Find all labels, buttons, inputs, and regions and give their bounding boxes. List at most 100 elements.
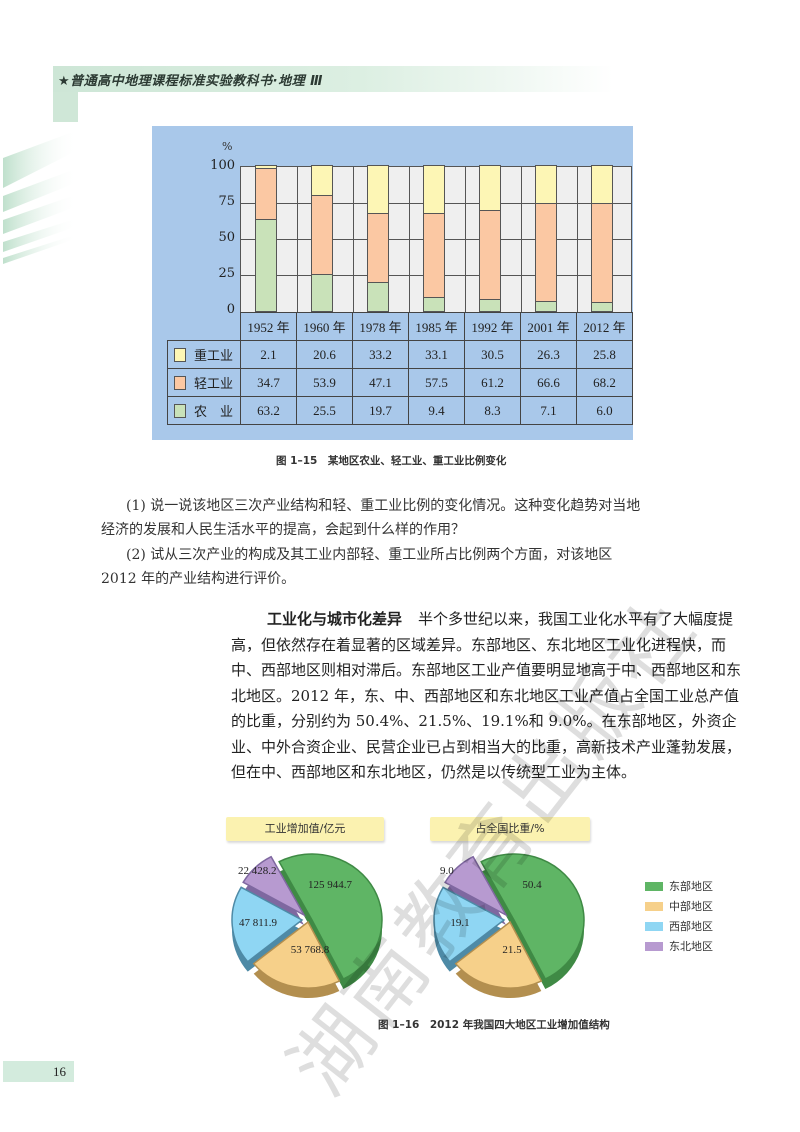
pie-slice [454, 920, 543, 989]
decorative-stripes [3, 130, 78, 264]
east-swatch [645, 881, 663, 891]
svg-text:19.1: 19.1 [450, 917, 469, 929]
legend-item-east: 东部地区 [645, 876, 713, 896]
light-industry-swatch [174, 376, 186, 390]
column-divider [297, 167, 298, 312]
column-divider [353, 167, 354, 312]
bar-segment [423, 213, 445, 299]
bar-segment [423, 165, 445, 215]
table-cell: 30.5 [464, 340, 521, 369]
bar-segment [479, 165, 501, 211]
table-row-agriculture: 农 业 63.2 25.5 19.7 9.4 8.3 7.1 6.0 [167, 396, 633, 425]
bar-segment [591, 165, 613, 204]
legend-item-central: 中部地区 [645, 896, 713, 916]
legend-item-west: 西部地区 [645, 916, 713, 936]
northeast-swatch [645, 941, 663, 951]
y-tick-75: 75 [218, 194, 235, 209]
bar-segment [479, 298, 501, 312]
table-cell: 53.9 [296, 368, 353, 397]
figure-1-15-caption: 图 1–15 某地区农业、轻工业、重工业比例变化 [276, 455, 507, 467]
table-cell: 8.3 [464, 396, 521, 425]
column-divider [409, 167, 410, 312]
row-label: 轻工业 [194, 377, 234, 392]
bar-segment [479, 209, 501, 300]
page-number: 16 [3, 1061, 74, 1082]
table-cell: 6.0 [576, 396, 633, 425]
bar-segment [535, 300, 557, 312]
year-header: 2012 年 [576, 312, 633, 341]
table-cell: 25.5 [296, 396, 353, 425]
y-tick-50: 50 [218, 230, 235, 245]
svg-text:47 811.9: 47 811.9 [239, 917, 278, 929]
table-row-light-industry: 轻工业 34.7 53.9 47.1 57.5 61.2 66.6 68.2 [167, 368, 633, 397]
svg-text:53 768.8: 53 768.8 [291, 944, 330, 956]
bar-segment [367, 165, 389, 215]
bar-segment [535, 165, 557, 205]
stacked-bar [535, 165, 557, 312]
table-header-row: 1952 年 1960 年 1978 年 1985 年 1992 年 2001 … [167, 312, 633, 341]
svg-text:22 428.2: 22 428.2 [238, 865, 277, 877]
book-series-title: ★普通高中地理课程标准实验教科书·地理 Ⅲ [58, 74, 323, 89]
pie-slice [252, 920, 341, 989]
table-row-heavy-industry: 重工业 2.1 20.6 33.2 33.1 30.5 26.3 25.8 [167, 340, 633, 369]
figure-1-15-data-table: 1952 年 1960 年 1978 年 1985 年 1992 年 2001 … [167, 312, 633, 425]
y-tick-25: 25 [218, 266, 235, 281]
legend-item-northeast: 东北地区 [645, 936, 713, 956]
table-cell: 33.1 [408, 340, 465, 369]
bar-segment [367, 282, 389, 312]
question-2-line-2: 2012 年的产业结构进行评价。 [101, 571, 296, 587]
row-label: 重工业 [194, 349, 234, 364]
table-cell: 33.2 [352, 340, 409, 369]
central-swatch [645, 901, 663, 911]
table-cell: 19.7 [352, 396, 409, 425]
svg-text:125 944.7: 125 944.7 [308, 879, 353, 891]
pie-legend: 东部地区 中部地区 西部地区 东北地区 [645, 876, 713, 956]
pie-slice [278, 853, 383, 980]
y-tick-100: 100 [210, 158, 235, 173]
pie-slice [433, 886, 506, 963]
agriculture-swatch [174, 404, 186, 418]
year-header: 1978 年 [352, 312, 409, 341]
year-header: 1985 年 [408, 312, 465, 341]
west-swatch [645, 921, 663, 931]
pie-slice [480, 853, 585, 981]
bar-segment [591, 302, 613, 312]
svg-text:9.0: 9.0 [440, 865, 454, 877]
year-header: 1952 年 [240, 312, 297, 341]
stacked-bar [591, 165, 613, 312]
table-corner [167, 312, 241, 341]
table-cell: 2.1 [240, 340, 297, 369]
table-cell: 25.8 [576, 340, 633, 369]
bar-segment [255, 218, 277, 312]
stacked-bar-plot [240, 165, 632, 312]
stacked-bar [311, 165, 333, 312]
pie-chart-industrial-value: 125 944.7 53 768.8 47 811.9 22 428.2 [231, 853, 383, 998]
table-cell: 34.7 [240, 368, 297, 397]
pie-1-title: 工业增加值/亿元 [226, 817, 384, 841]
stacked-bar [367, 165, 389, 312]
section-body: 工业化与城市化差异 半个多世纪以来，我国工业化水平有了大幅度提高，但依然存在着显著… [231, 607, 741, 786]
figure-1-16-caption: 图 1–16 2012 年我国四大地区工业增加值结构 [378, 1019, 610, 1031]
bar-segment [311, 195, 333, 275]
stacked-bar [255, 165, 277, 312]
table-cell: 9.4 [408, 396, 465, 425]
section-heading: 工业化与城市化差异 [267, 610, 403, 628]
y-tick-0: 0 [226, 302, 235, 317]
pie-chart-national-share: 50.4 21.5 19.1 9.0 [433, 853, 585, 998]
bar-segment [311, 165, 333, 197]
table-cell: 63.2 [240, 396, 297, 425]
bar-segment [255, 165, 277, 170]
table-cell: 47.1 [352, 368, 409, 397]
table-cell: 61.2 [464, 368, 521, 397]
table-cell: 20.6 [296, 340, 353, 369]
header-tab-decoration [53, 92, 78, 122]
svg-text:50.4: 50.4 [522, 879, 542, 891]
year-header: 1960 年 [296, 312, 353, 341]
pie-slice [242, 855, 306, 917]
table-cell: 26.3 [520, 340, 577, 369]
bar-segment [311, 273, 333, 312]
table-cell: 57.5 [408, 368, 465, 397]
y-axis-unit: % [222, 140, 233, 153]
bar-segment [423, 297, 445, 312]
header-band [53, 66, 613, 92]
